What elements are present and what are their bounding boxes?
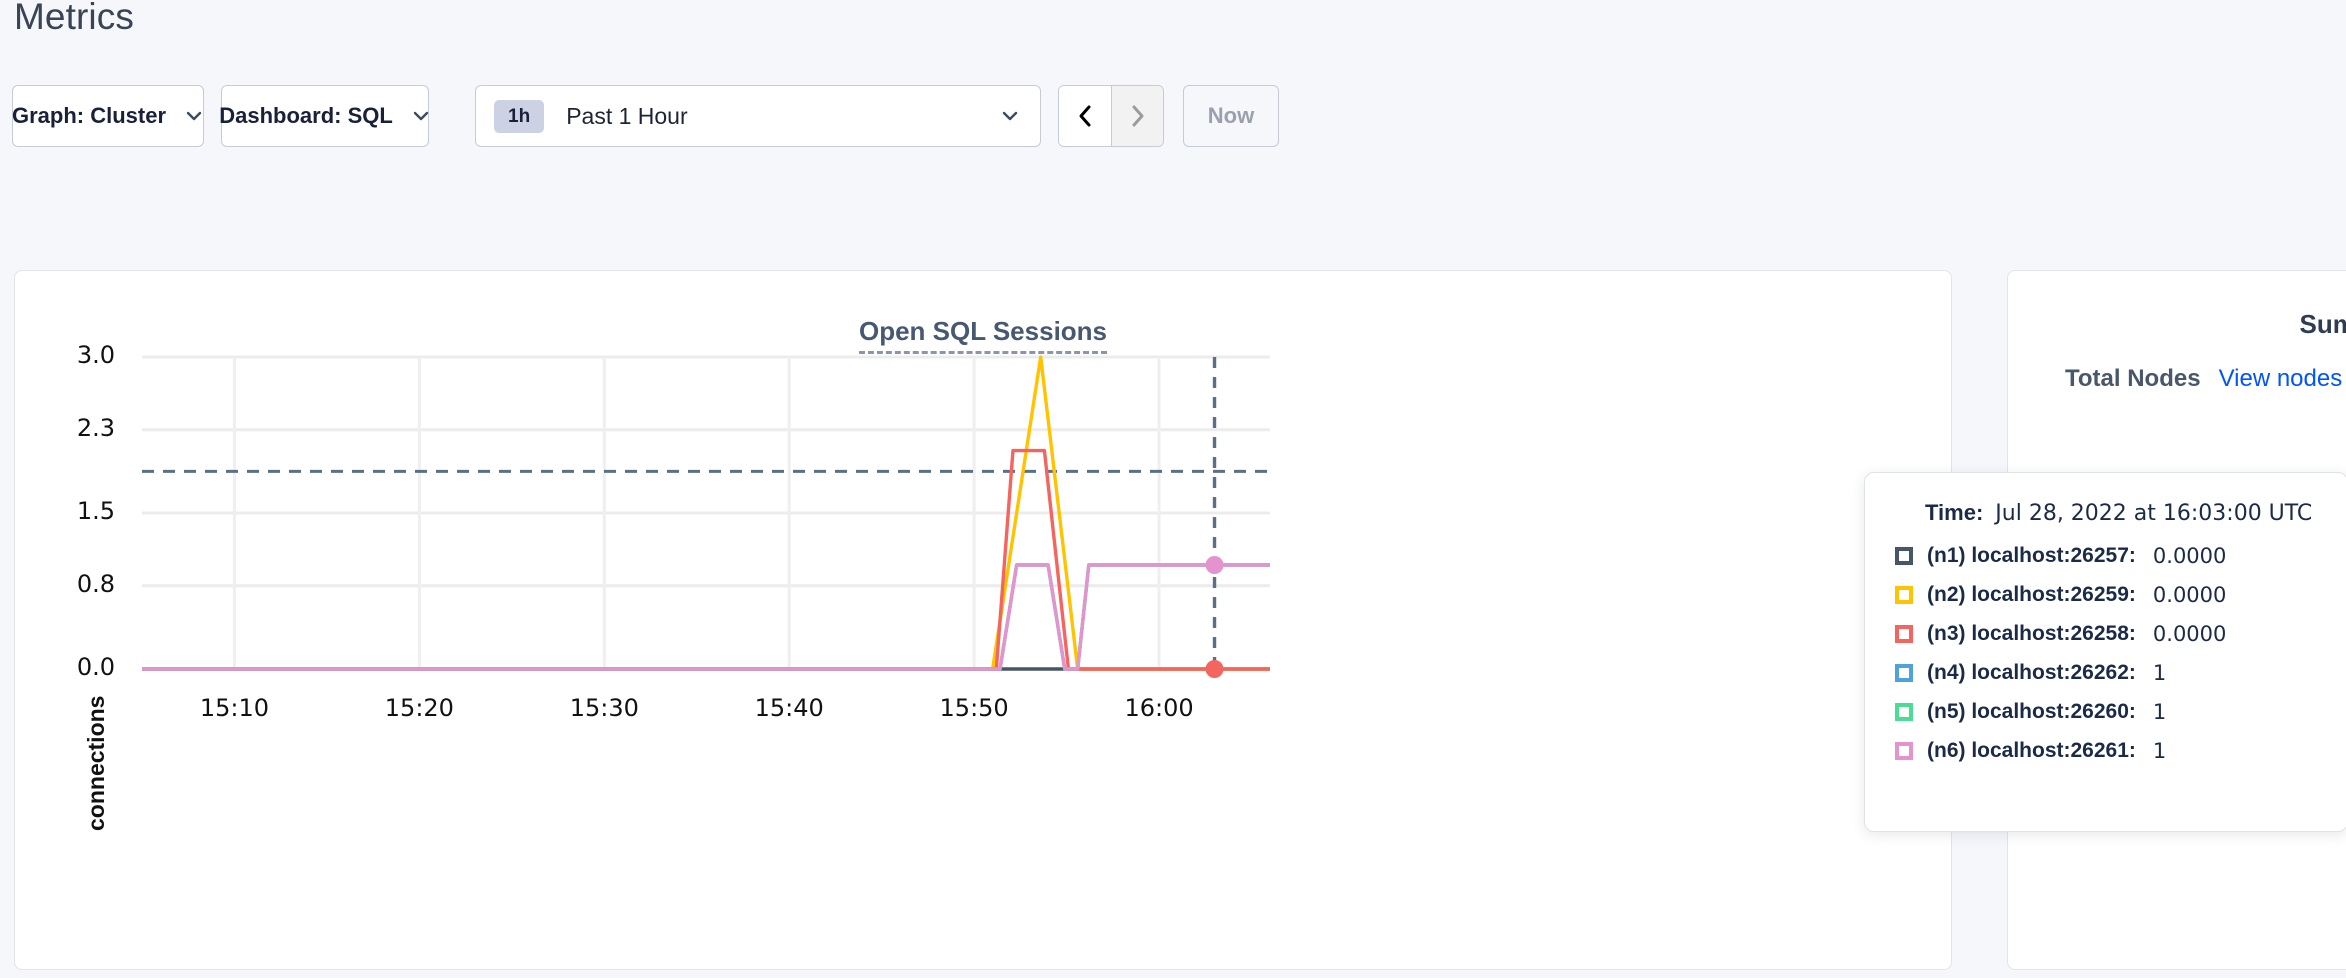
x-axis-tick-label: 16:00 [1124, 694, 1194, 722]
tooltip-series-value: 0.0000 [2152, 544, 2227, 568]
tooltip-series-row: (n3) localhost:26258: 0.0000 [1895, 622, 2317, 646]
open-sql-sessions-chart-card: Open SQL Sessions connections 0.0 0.8 1.5 2… [14, 270, 1952, 970]
graph-select[interactable]: Graph: Cluster [12, 85, 204, 147]
tooltip-series-row: (n5) localhost:26260: 1 [1895, 700, 2317, 724]
y-axis-tick-label: 2.3 [76, 413, 115, 442]
tooltip-series-name: (n3) localhost:26258: [1927, 622, 2136, 645]
time-range-label: Past 1 Hour [566, 102, 688, 129]
time-range-badge: 1h [494, 99, 545, 133]
y-axis-tick-label: 0.0 [76, 653, 115, 681]
chart-title[interactable]: Open SQL Sessions [15, 316, 1951, 354]
chevron-right-icon [1132, 105, 1143, 127]
tooltip-series-value: 1 [2152, 739, 2167, 763]
chevron-down-icon [186, 111, 202, 121]
summary-title: Summary [2299, 309, 2346, 339]
total-nodes-row: Total Nodes View nodes [2065, 365, 2342, 393]
series-line [142, 563, 1270, 671]
chevron-down-icon [1002, 111, 1018, 121]
series-line [142, 563, 1270, 671]
page-title: Metrics [14, 0, 134, 37]
series-color-swatch-icon [1895, 586, 1913, 604]
tooltip-series-name: (n5) localhost:26260: [1927, 700, 2136, 723]
series-line [142, 448, 1270, 671]
time-range-select[interactable]: 1h Past 1 Hour [475, 85, 1041, 147]
series-marker-dot [1205, 556, 1224, 574]
y-axis-tick-label: 0.8 [76, 569, 115, 598]
tooltip-series-list: (n1) localhost:26257: 0.0000 (n2) localhos… [1895, 544, 2317, 763]
tooltip-time-value: Jul 28, 2022 at 16:03:00 UTC [1995, 501, 2313, 526]
total-nodes-label: Total Nodes [2065, 365, 2201, 392]
series-marker-dot [1205, 660, 1224, 678]
tooltip-series-name: (n1) localhost:26257: [1927, 544, 2136, 567]
chart-title-text: Open SQL Sessions [858, 316, 1108, 354]
tooltip-series-row: (n1) localhost:26257: 0.0000 [1895, 544, 2317, 568]
tooltip-series-value: 1 [2152, 700, 2167, 724]
series-line [142, 563, 1270, 671]
chevron-down-icon [413, 111, 428, 121]
dashboard-select[interactable]: Dashboard: SQL [219, 85, 429, 147]
previous-range-button[interactable] [1059, 86, 1111, 146]
x-axis-tick-label: 15:50 [939, 694, 1009, 722]
x-axis-tick-label: 15:30 [569, 694, 639, 722]
series-color-swatch-icon [1895, 625, 1913, 643]
tooltip-time-row: Time: Jul 28, 2022 at 16:03:00 UTC [1925, 500, 2317, 526]
now-button[interactable]: Now [1183, 85, 1279, 147]
x-axis-tick-label: 15:20 [384, 694, 454, 722]
series-color-swatch-icon [1895, 742, 1913, 760]
graph-select-label: Graph: Cluster [11, 103, 167, 128]
tooltip-series-value: 0.0000 [2152, 583, 2227, 607]
tooltip-series-row: (n2) localhost:26259: 0.0000 [1895, 583, 2317, 607]
series-color-swatch-icon [1895, 703, 1913, 721]
tooltip-series-row: (n6) localhost:26261: 1 [1895, 739, 2317, 763]
chart-plot-area[interactable] [15, 271, 1953, 971]
view-nodes-link[interactable]: View nodes [2218, 365, 2343, 392]
y-axis-tick-label: 1.5 [76, 497, 115, 525]
y-axis-tick-label: 3.0 [76, 341, 115, 369]
tooltip-series-value: 0.0000 [2152, 622, 2227, 646]
series-color-swatch-icon [1895, 547, 1913, 565]
tooltip-series-row: (n4) localhost:26262: 1 [1895, 661, 2317, 685]
metrics-toolbar: Graph: Cluster Dashboard: SQL 1h Past 1 … [12, 85, 1279, 147]
time-nav-group [1058, 85, 1164, 147]
chart-hover-tooltip: Time: Jul 28, 2022 at 16:03:00 UTC (n1) … [1864, 472, 2346, 832]
next-range-button[interactable] [1111, 86, 1163, 146]
tooltip-series-name: (n4) localhost:26262: [1927, 661, 2136, 684]
dashboard-select-label: Dashboard: SQL [219, 103, 393, 128]
series-color-swatch-icon [1895, 664, 1913, 682]
chevron-left-icon [1079, 105, 1091, 127]
tooltip-series-name: (n6) localhost:26261: [1927, 739, 2136, 762]
x-axis-tick-label: 15:40 [754, 694, 824, 722]
tooltip-time-label: Time: [1925, 500, 1984, 525]
x-axis-tick-label: 15:10 [199, 694, 270, 722]
tooltip-series-value: 1 [2152, 661, 2167, 685]
tooltip-series-name: (n2) localhost:26259: [1927, 583, 2136, 606]
